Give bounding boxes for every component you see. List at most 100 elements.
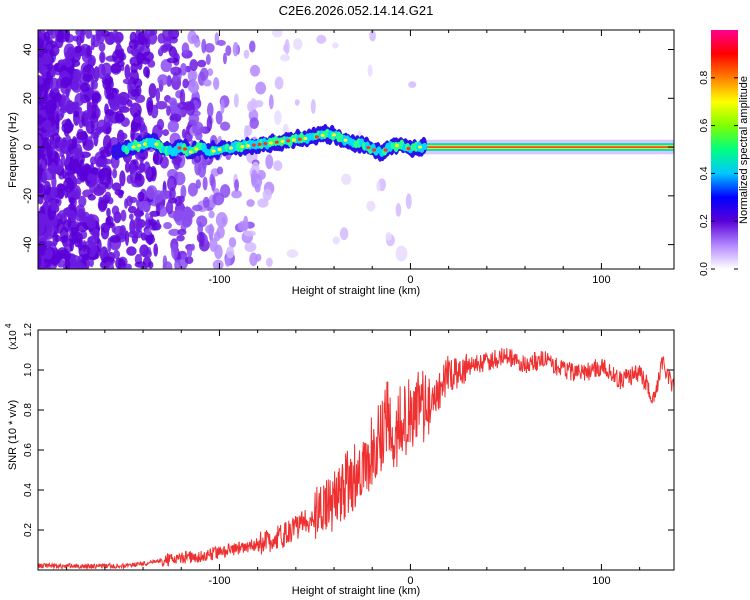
noise-cell	[180, 184, 187, 199]
ridge-peak	[263, 142, 268, 146]
noise-cell	[202, 196, 210, 209]
noise-cell	[208, 223, 214, 239]
noise-cell	[61, 122, 74, 134]
noise-cell	[265, 257, 273, 267]
noise-cell	[152, 150, 159, 165]
ridge-peak	[274, 140, 279, 144]
noise-cell	[170, 66, 182, 76]
noise-cell	[280, 54, 290, 62]
noise-cell	[73, 111, 80, 118]
ridge-peak	[332, 133, 337, 137]
noise-cell	[107, 237, 112, 253]
noise-cell	[138, 200, 150, 212]
noise-cell	[187, 30, 197, 45]
noise-cell	[130, 126, 135, 142]
ridge-peak	[320, 133, 325, 137]
noise-cell	[78, 195, 87, 207]
noise-cell	[124, 64, 131, 80]
noise-cell	[169, 113, 182, 123]
noise-cell	[64, 185, 69, 199]
colorbar-tick-label: 0.4	[699, 166, 710, 180]
noise-cell	[63, 43, 76, 60]
noise-cell	[100, 148, 111, 158]
noise-cell	[182, 213, 193, 227]
noise-cell	[75, 30, 86, 37]
noise-cell	[220, 99, 225, 114]
noise-cell	[82, 73, 93, 83]
noise-cell	[120, 209, 127, 222]
noise-cell	[249, 252, 258, 267]
ridge-peak	[194, 147, 199, 151]
noise-cell	[192, 121, 204, 136]
x-tick-label: 100	[592, 575, 610, 587]
noise-cell	[64, 134, 72, 145]
noise-cell	[38, 36, 44, 51]
colorbar-tick-label: 0.2	[699, 214, 710, 228]
noise-cell	[87, 173, 96, 182]
noise-cell	[110, 63, 122, 74]
noise-cell	[124, 198, 129, 209]
noise-cell	[38, 227, 46, 235]
noise-cell	[405, 193, 412, 210]
noise-cell	[57, 183, 65, 200]
noise-cell	[111, 205, 120, 216]
noise-cell	[120, 48, 125, 61]
noise-cell	[177, 195, 185, 204]
noise-cell	[339, 227, 349, 241]
noise-cell	[112, 168, 118, 179]
noise-cell	[173, 171, 186, 186]
noise-cell	[64, 30, 70, 43]
noise-cell	[104, 191, 112, 201]
y-tick-label: 20	[22, 92, 34, 104]
snr-panel: -100 0 100 0.2 0.4 0.6 0.8 1.0 1.2 Height of st…	[4, 323, 675, 597]
noise-cell	[149, 166, 157, 182]
noise-cell	[292, 38, 303, 50]
noise-cell	[231, 190, 242, 199]
ridge-band-peak	[419, 146, 674, 148]
noise-cell	[196, 215, 208, 228]
noise-cell	[109, 234, 121, 243]
noise-cell	[376, 180, 381, 192]
noise-cell	[38, 212, 45, 223]
ridge-peak	[314, 135, 319, 139]
noise-cell	[316, 34, 327, 44]
noise-cell	[167, 175, 177, 192]
noise-cell	[76, 35, 82, 47]
noise-cell	[126, 246, 137, 256]
noise-cell	[55, 33, 64, 49]
noise-cell	[184, 256, 194, 265]
noise-cell	[209, 173, 215, 187]
noise-cell	[232, 42, 239, 57]
noise-cell	[73, 45, 83, 54]
noise-cell	[367, 64, 373, 77]
spectrogram-ridge	[111, 124, 674, 162]
ridge-peak	[417, 145, 422, 149]
noise-cell	[74, 93, 85, 106]
snr-series-line	[38, 347, 674, 570]
noise-cell	[38, 254, 42, 268]
noise-cell	[38, 114, 44, 126]
noise-cell	[395, 203, 402, 217]
ridge-peak	[297, 137, 302, 141]
colorbar-ticks: 0.0 0.2 0.4 0.6 0.8	[699, 70, 738, 276]
noise-cell	[155, 87, 161, 103]
noise-cell	[84, 264, 89, 269]
noise-cell	[237, 220, 249, 232]
noise-cell	[106, 207, 111, 218]
noise-cell	[141, 57, 151, 65]
noise-cell	[215, 110, 223, 125]
noise-cell	[127, 205, 137, 214]
noise-cell	[249, 117, 259, 129]
noise-cell	[155, 219, 160, 231]
noise-cell	[216, 39, 226, 46]
colorbar-bar	[711, 30, 738, 269]
noise-cell	[40, 64, 48, 76]
noise-cell	[101, 158, 113, 165]
snr-x-label: Height of straight line (km)	[292, 585, 420, 597]
y-tick-label: 0.2	[23, 523, 34, 537]
noise-cell	[119, 170, 126, 187]
noise-cell	[46, 43, 52, 51]
noise-cell	[38, 149, 43, 160]
noise-cell	[274, 76, 284, 90]
